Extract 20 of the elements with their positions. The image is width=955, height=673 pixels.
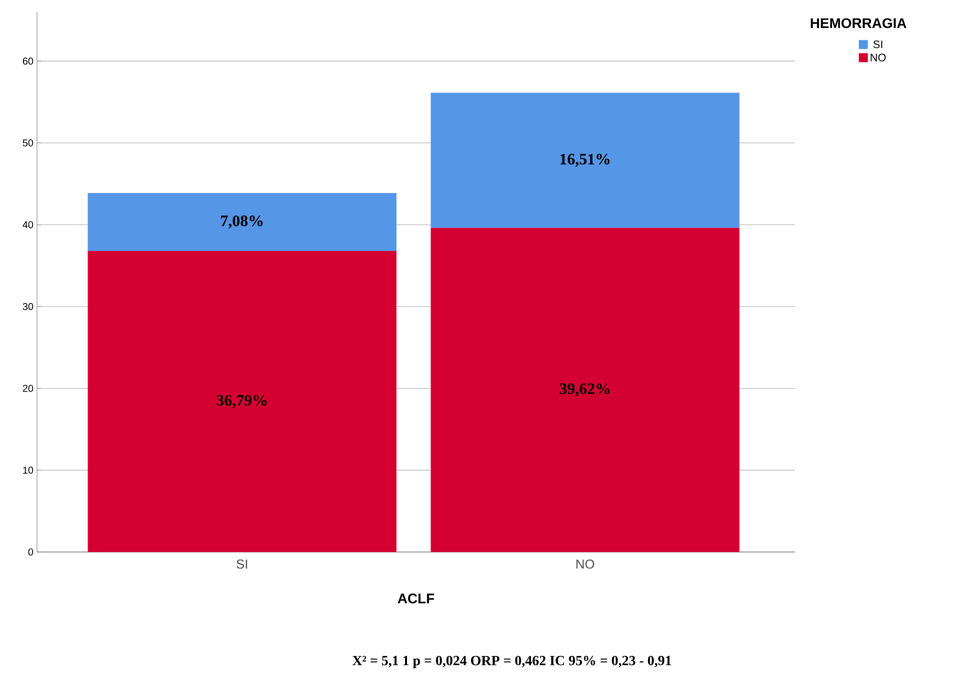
- legend-label: NO: [870, 54, 886, 62]
- y-tick-label: 60: [22, 58, 34, 65]
- legend-title: HEMORRAGIA: [810, 18, 906, 28]
- data-label: 36,79%: [216, 394, 267, 408]
- y-tick-label: 40: [22, 221, 34, 228]
- data-label: 7,08%: [221, 215, 263, 229]
- y-tick-label: 10: [23, 466, 34, 474]
- bar: [88, 193, 396, 251]
- data-label: 39,62%: [560, 383, 610, 396]
- bar: [430, 92, 740, 228]
- text: X² = 5,1 1 p = 0,024 ORP = 0,462 IC 95% = 0,23 - 0,91: [352, 656, 672, 668]
- y-tick-label: 30: [22, 303, 34, 310]
- y-tick-label: 20: [22, 384, 34, 392]
- data-label: 16,51%: [560, 154, 610, 167]
- legend-label: SI: [873, 40, 882, 48]
- y-tick-label: 0: [28, 548, 34, 556]
- y-tick-label: 50: [22, 139, 34, 146]
- bar: [430, 228, 740, 552]
- x-axis-title: ACLF: [398, 594, 434, 604]
- bar: [88, 250, 396, 552]
